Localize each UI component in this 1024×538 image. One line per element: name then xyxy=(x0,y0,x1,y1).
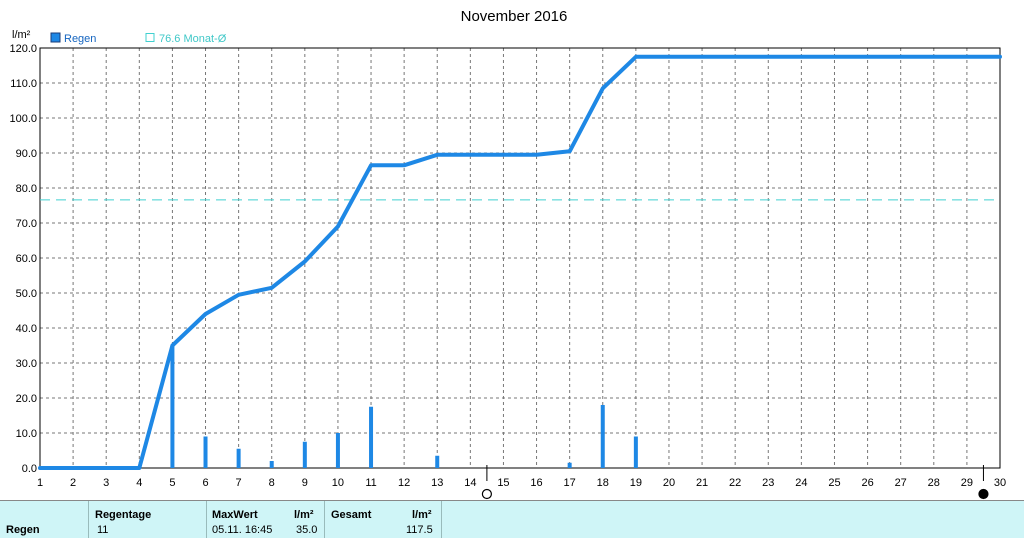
x-tick-label: 25 xyxy=(828,477,840,489)
x-tick-label: 16 xyxy=(530,477,542,489)
maxwert-header: MaxWert xyxy=(212,509,258,521)
rain-bar xyxy=(369,406,374,468)
x-tick-label: 8 xyxy=(269,477,275,489)
x-tick-label: 27 xyxy=(895,477,907,489)
x-tick-label: 1 xyxy=(37,477,43,489)
x-tick-label: 20 xyxy=(663,477,675,489)
y-tick-label: 100.0 xyxy=(9,113,37,125)
cumulative-rain-line xyxy=(38,54,1002,470)
y-tick-label: 70.0 xyxy=(16,218,37,230)
y-tick-label: 40.0 xyxy=(16,323,37,335)
legend-average-swatch xyxy=(145,33,155,42)
rain-bar xyxy=(302,441,307,468)
y-tick-label: 110.0 xyxy=(10,78,37,90)
rain-chart: November 2016 l/m² Regen 76.6 Monat-Ø 0.… xyxy=(9,8,1006,500)
y-tick-label: 10.0 xyxy=(16,428,37,440)
x-tick-label: 17 xyxy=(564,477,576,489)
rain-bar xyxy=(435,455,440,468)
x-tick-label: 26 xyxy=(861,477,873,489)
full-moon-icon xyxy=(481,488,492,500)
legend-regen-label: Regen xyxy=(64,33,96,45)
maxwert-value: 35.0 xyxy=(296,524,318,536)
legend-average-label: 76.6 Monat-Ø xyxy=(159,33,227,45)
x-tick-label: 9 xyxy=(302,477,308,489)
legend-regen-swatch xyxy=(50,32,61,43)
y-tick-label: 80.0 xyxy=(16,183,37,195)
legend: Regen 76.6 Monat-Ø xyxy=(50,32,227,45)
rain-bar xyxy=(203,436,208,468)
x-tick-label: 10 xyxy=(332,477,344,489)
x-tick-label: 13 xyxy=(431,477,443,489)
x-tick-label: 2 xyxy=(70,477,76,489)
x-tick-label: 24 xyxy=(795,477,807,489)
x-tick-label: 23 xyxy=(762,477,774,489)
rain-bar xyxy=(633,436,638,468)
x-tick-label: 4 xyxy=(136,477,142,489)
y-tick-label: 120.0 xyxy=(9,43,37,55)
gesamt-value: 117.5 xyxy=(406,524,433,536)
x-tick-label: 3 xyxy=(103,477,109,489)
y-tick-label: 60.0 xyxy=(16,253,37,265)
x-tick-label: 7 xyxy=(236,477,242,489)
x-tick-label: 30 xyxy=(994,477,1006,489)
x-tick-label: 11 xyxy=(365,477,376,489)
x-tick-label: 22 xyxy=(729,477,741,489)
x-tick-label: 19 xyxy=(630,477,642,489)
x-tick-label: 6 xyxy=(202,477,208,489)
statistics-footer: Regentage MaxWert l/m² Gesamt l/m² Regen… xyxy=(0,500,1024,538)
rain-bar xyxy=(335,433,340,468)
x-tick-label: 14 xyxy=(464,477,476,489)
maxwert-datetime: 05.11. 16:45 xyxy=(212,524,273,536)
y-tick-label: 0.0 xyxy=(22,463,37,475)
x-tick-label: 21 xyxy=(696,477,708,489)
gesamt-unit-header: l/m² xyxy=(412,509,432,521)
y-tick-label: 30.0 xyxy=(16,358,37,370)
rain-bar xyxy=(600,405,605,468)
plot-frame xyxy=(39,47,1001,469)
rain-bar xyxy=(236,448,241,468)
y-tick-label: 50.0 xyxy=(16,288,37,300)
chart-title: November 2016 xyxy=(461,8,568,25)
maxwert-unit-header: l/m² xyxy=(294,509,314,521)
x-tick-label: 12 xyxy=(398,477,410,489)
gesamt-header: Gesamt xyxy=(331,509,372,521)
x-tick-label: 5 xyxy=(169,477,175,489)
rain-bar xyxy=(269,461,274,468)
x-tick-label: 29 xyxy=(961,477,973,489)
x-tick-label: 28 xyxy=(928,477,940,489)
x-tick-label: 18 xyxy=(597,477,609,489)
rain-bar xyxy=(567,462,572,468)
rain-bar xyxy=(170,345,175,468)
new-moon-icon xyxy=(978,488,989,500)
y-tick-label: 20.0 xyxy=(16,393,37,405)
y-axis-unit: l/m² xyxy=(12,29,31,41)
x-tick-label: 15 xyxy=(497,477,509,489)
row-label: Regen xyxy=(6,524,40,536)
regentage-value: 11 xyxy=(97,524,109,536)
regentage-header: Regentage xyxy=(95,509,152,521)
y-tick-label: 90.0 xyxy=(16,148,37,160)
